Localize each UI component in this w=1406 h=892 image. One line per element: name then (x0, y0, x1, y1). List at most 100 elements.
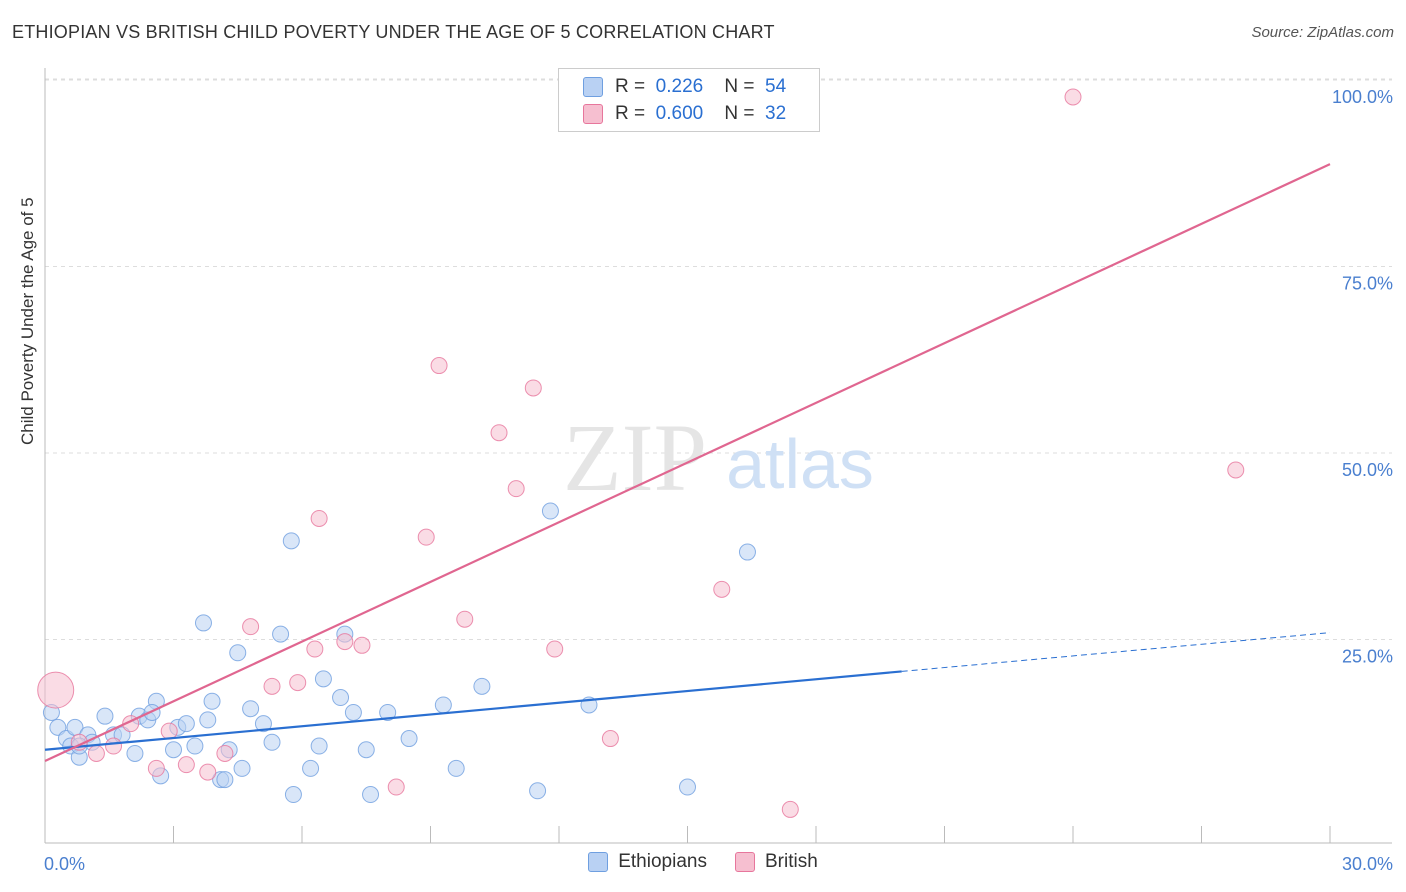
british-point (306, 640, 324, 658)
ethiopians-point (434, 696, 452, 714)
ethiopians-point (126, 744, 144, 762)
x-tick-label: 0.0% (44, 854, 85, 874)
ethiopians-point (216, 771, 234, 789)
british-point (430, 357, 448, 375)
british-point (147, 759, 165, 777)
x-tick-label: 30.0% (1342, 854, 1393, 874)
y-axis-label: Child Poverty Under the Age of 5 (18, 197, 37, 445)
watermark: ZIP atlas (563, 404, 874, 511)
ethiopians-point (263, 733, 281, 751)
ethiopians-point (302, 759, 320, 777)
ethiopians-point (344, 703, 362, 721)
legend-swatch-british (583, 104, 603, 124)
ethiopians-point (310, 737, 328, 755)
legend-n-value: 54 (765, 76, 787, 97)
ethiopians-point (379, 703, 397, 721)
ethiopians-point (473, 677, 491, 695)
british-point (289, 674, 307, 692)
ethiopians-point (49, 718, 67, 736)
british-point (546, 640, 564, 658)
legend-row-ethiopians: R = 0.226 N = 54 (583, 75, 786, 99)
legend-swatch-british (734, 852, 755, 872)
legend-n-label: N = (724, 76, 755, 97)
british-point (1064, 88, 1082, 106)
legend-r-label: R = (615, 103, 646, 124)
british-point (524, 379, 542, 397)
british-point (507, 480, 525, 498)
british-point (336, 633, 354, 651)
ethiopians-point (233, 759, 251, 777)
ethiopians-point (332, 689, 350, 707)
british-point (199, 763, 217, 781)
ethiopians-point (229, 644, 247, 662)
legend-r-label: R = (615, 76, 646, 97)
british-trend-line (44, 163, 1331, 762)
ethiopians-point (362, 786, 380, 804)
watermark-atlas: atlas (726, 425, 874, 503)
chart-title: ETHIOPIAN VS BRITISH CHILD POVERTY UNDER… (12, 22, 775, 42)
ethiopians-point (165, 741, 182, 759)
ethiopians-point (282, 532, 300, 550)
ethiopians-point (272, 625, 290, 643)
ethiopians-point (541, 502, 559, 520)
ethiopians-trend-line (44, 670, 902, 751)
british-point (601, 730, 619, 748)
trend-lines (44, 163, 1331, 762)
british-point (781, 800, 799, 818)
legend-swatch-ethiopians (588, 852, 609, 872)
legend-n-label: N = (724, 103, 755, 124)
y-tick-label: 100.0% (1332, 87, 1393, 107)
legend-label-british: British (764, 851, 818, 872)
legend-item-british[interactable]: British (734, 851, 818, 873)
ethiopians-point (143, 703, 161, 721)
axes (44, 68, 1392, 844)
british-point (105, 737, 123, 755)
legend-r-value: 0.226 (655, 76, 704, 97)
ethiopians-point (242, 700, 260, 718)
british-point (1227, 461, 1245, 479)
ethiopians-point (357, 741, 375, 759)
ethiopians-point (529, 782, 547, 800)
y-tick-label: 75.0% (1342, 274, 1393, 294)
ethiopians-point (400, 730, 418, 748)
chart-source: Source: ZipAtlas.com (1251, 24, 1394, 41)
y-tick-label: 50.0% (1342, 460, 1393, 480)
legend-swatch-ethiopians (583, 77, 603, 97)
legend-r-value: 0.600 (655, 103, 704, 124)
legend-item-ethiopians[interactable]: Ethiopians (588, 851, 707, 873)
y-tick-label: 25.0% (1342, 647, 1393, 667)
british-point (456, 610, 474, 628)
ethiopians-point (738, 543, 756, 561)
british-point (37, 671, 75, 709)
tick-labels: 25.0% 50.0% 75.0% 100.0% 0.0% 30.0% (44, 87, 1393, 874)
ethiopians-point (314, 670, 332, 688)
legend-label-ethiopians: Ethiopians (618, 851, 707, 872)
british-point (160, 722, 178, 740)
ethiopians-point (194, 614, 212, 632)
legend-row-british: R = 0.600 N = 32 (583, 102, 786, 126)
british-point (713, 580, 731, 598)
british-point (353, 636, 371, 654)
british-point (417, 528, 435, 546)
ethiopians-point (203, 692, 221, 710)
watermark-zip: ZIP (563, 404, 707, 511)
ethiopians-point (186, 737, 204, 755)
british-point (216, 744, 234, 762)
ethiopians-point (199, 711, 217, 729)
ethiopians-point (177, 715, 195, 733)
legend-n-value: 32 (765, 103, 787, 124)
british-point (310, 509, 328, 527)
british-point (387, 778, 405, 796)
ethiopians-point (96, 707, 114, 725)
ethiopians-point (284, 786, 302, 804)
ethiopians-point (254, 715, 272, 733)
british-point (87, 744, 105, 762)
ethiopians-point (447, 759, 465, 777)
british-point (177, 756, 195, 774)
british-point (490, 424, 508, 442)
ethiopians-point (679, 778, 696, 796)
series-legend: Ethiopians British (0, 851, 1406, 873)
grid-lines (45, 78, 1392, 640)
british-point (242, 618, 260, 636)
